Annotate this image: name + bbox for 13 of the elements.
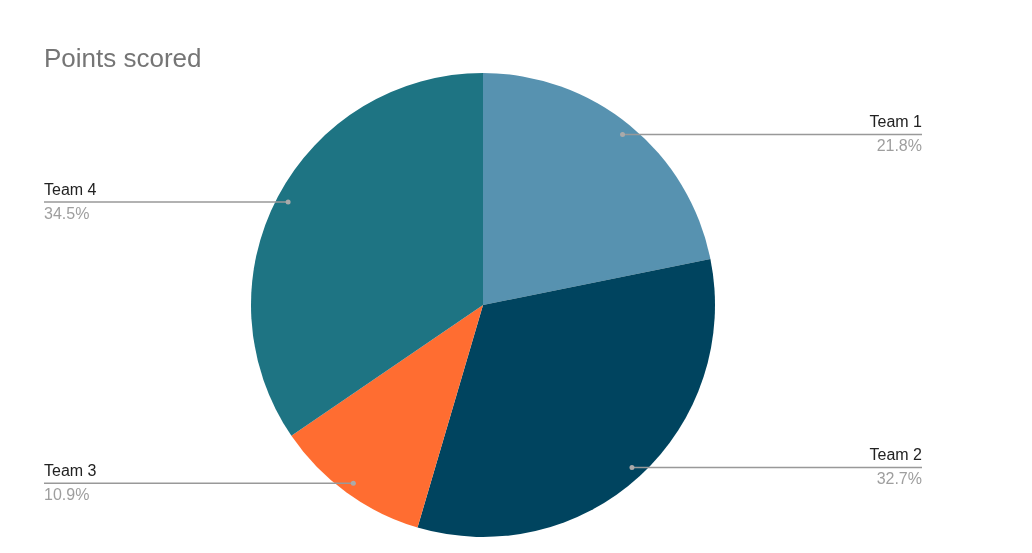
pie-slice	[417, 258, 715, 537]
pie-slice	[251, 73, 483, 436]
data-label: 21.8%	[876, 137, 922, 155]
slice-label: Team 3	[44, 462, 97, 480]
pie-slice	[483, 73, 711, 305]
data-label: 10.9%	[44, 486, 90, 504]
slice-label: Team 4	[44, 181, 97, 199]
slice-label: Team 2	[869, 446, 923, 464]
chart-title: Points scored	[44, 43, 202, 73]
slice-label: Team 1	[869, 113, 923, 131]
pie-slice	[291, 305, 483, 528]
data-label: 34.5%	[44, 205, 90, 223]
data-label: 32.7%	[876, 470, 922, 488]
